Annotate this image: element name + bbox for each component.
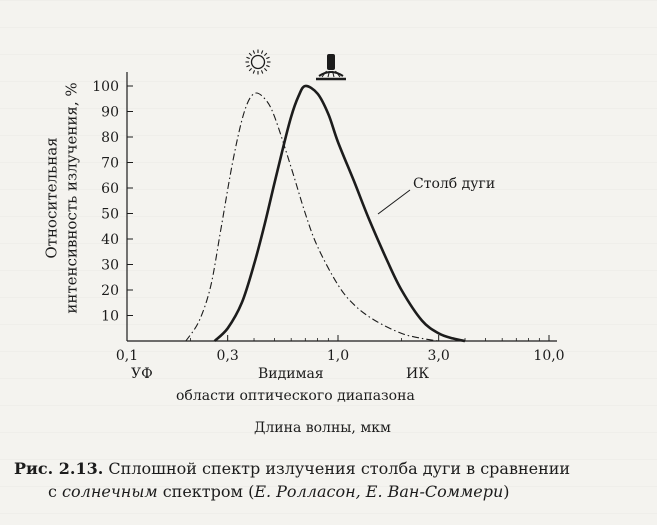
caption-prefix: с [48,482,63,501]
sun-ray [263,52,268,57]
y-tick-label: 50 [101,207,119,223]
x-tick-label: 10,0 [533,348,564,364]
caption-mid: спектром ( [157,482,255,501]
sun-icon [245,49,271,75]
arc-spectrum-line [213,84,466,343]
y-tick-label: 80 [101,130,119,146]
axes-group: 10 20 30 40 50 60 70 80 90 100 0,1 0,3 1,0 3,0 10,0 [92,72,565,364]
y-tick-label: 90 [101,105,119,121]
region-visible-label: Видимая [258,366,324,382]
y-tick-label: 40 [101,232,119,248]
caption-italic: солнечным [62,482,158,501]
caption-authors: Е. Ролласон, Е. Ван-Соммери [254,482,504,501]
torch-spark [321,70,327,78]
figure-number: Рис. 2.13. [14,459,104,478]
x-tick-label: 0,3 [217,348,239,364]
regions-caption: области оптического диапазона [176,388,415,404]
figure-caption: Рис. 2.13. Сплошной спектр излучения сто… [14,457,614,503]
sun-ray [252,70,256,74]
sun-ray [246,64,250,68]
x-tick-label: 0,1 [116,348,138,364]
y-tick-label: 70 [101,156,119,172]
sun-ray [263,67,268,72]
region-uv-label: УФ [131,366,153,382]
arc-torch-icon [316,54,346,81]
annotation-leader [377,189,411,215]
y-tick-label: 100 [92,79,119,95]
sun-ray [266,56,270,60]
y-axis-title-line2: интенсивность излучения, % [63,82,81,314]
sun-ray [248,52,253,57]
arc-column-annotation: Столб дуги [413,176,496,192]
y-axis-title-line1: Относительная [43,137,61,259]
sun-ray [260,50,264,54]
sun-ray [252,50,256,54]
series-layer [185,84,466,343]
y-tick-label: 10 [101,309,119,325]
y-tick-label: 20 [101,283,119,299]
y-axis-title: Относительная интенсивность излучения, % [28,74,96,322]
torch-arc [318,71,344,77]
sun-ray [248,67,253,72]
y-tick-label: 30 [101,258,119,274]
x-tick-label: 1,0 [327,348,349,364]
x-tick-label: 3,0 [428,348,450,364]
sun-disc [250,54,266,70]
sun-spectrum-line [185,92,439,342]
sun-ray [260,70,264,74]
torch-spark [332,70,335,78]
sun-ray [266,64,270,68]
icons-layer [245,49,346,81]
torch-spark [335,70,341,78]
torch-spark [327,70,330,78]
x-axis-title: Длина волны, мкм [254,420,391,436]
caption-end: ) [503,482,510,501]
sun-ray [246,56,250,60]
torch-electrode [327,54,335,70]
y-tick-label: 60 [101,181,119,197]
caption-line1: Сплошной спектр излучения столба дуги в … [103,459,571,478]
region-ir-label: ИК [406,366,430,382]
